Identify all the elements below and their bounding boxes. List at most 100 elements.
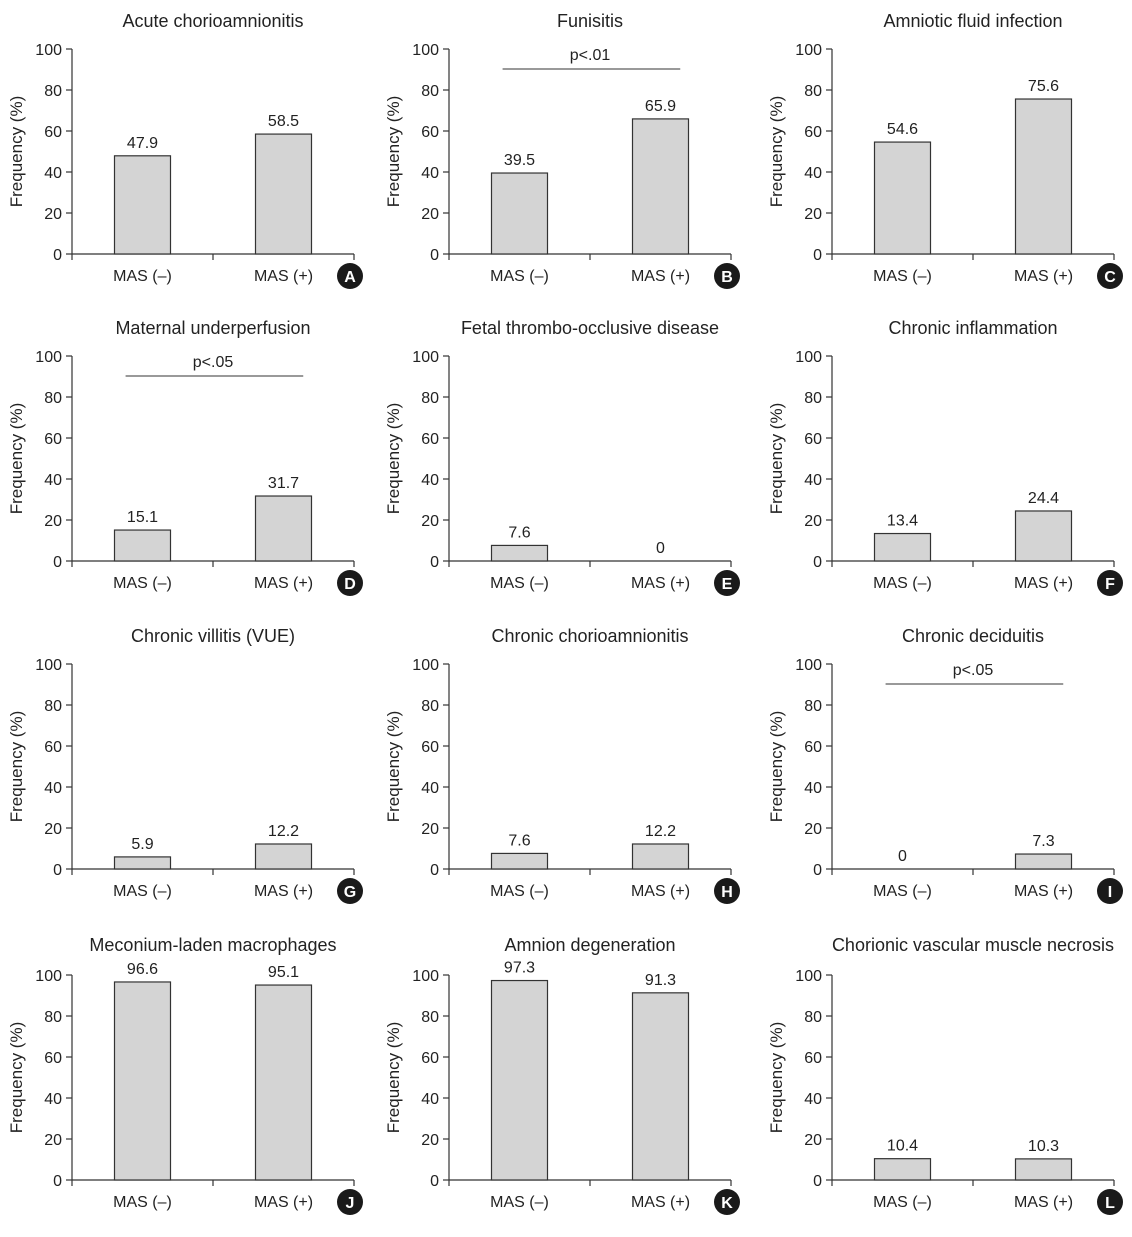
y-tick-label: 40: [44, 780, 62, 797]
bar: [873, 141, 932, 255]
bar: [113, 155, 172, 255]
bar-value-label: 0: [898, 848, 907, 865]
panel-badge: [1097, 570, 1123, 596]
panel-badge: [714, 570, 740, 596]
y-tick-label: 20: [44, 513, 62, 530]
y-axis-label: Frequency (%): [7, 1022, 26, 1133]
y-axis-label: Frequency (%): [384, 711, 403, 822]
panel-badge: [714, 878, 740, 904]
y-tick-label: 60: [804, 431, 822, 448]
x-tick-label: MAS (–): [490, 1194, 549, 1211]
chart-title: Chorionic vascular muscle necrosis: [832, 935, 1114, 955]
bar-value-label: 7.3: [1032, 833, 1054, 850]
x-tick-label: MAS (+): [631, 575, 690, 592]
x-tick-label: MAS (+): [1014, 883, 1073, 900]
y-tick-label: 0: [813, 1173, 822, 1190]
y-tick-label: 20: [804, 513, 822, 530]
chart-panel-j: Meconium-laden macrophages 0 20 40 60 80 100 Fr…: [7, 935, 363, 1215]
x-tick-label: MAS (–): [873, 1194, 932, 1211]
y-tick-label: 100: [795, 349, 822, 366]
chart-title: Amnion degeneration: [504, 935, 675, 955]
y-tick-label: 80: [421, 698, 439, 715]
y-tick-label: 100: [412, 349, 439, 366]
y-tick-label: 80: [44, 698, 62, 715]
panel-badge: [337, 1189, 363, 1215]
panel-letter: L: [1105, 1195, 1115, 1212]
y-tick-label: 60: [804, 1050, 822, 1067]
bar: [254, 984, 313, 1181]
bar: [631, 843, 690, 870]
y-tick-label: 100: [412, 657, 439, 674]
y-tick-label: 40: [421, 1091, 439, 1108]
y-axis-label: Frequency (%): [7, 96, 26, 207]
chart-title: Maternal underperfusion: [115, 318, 310, 338]
x-tick-label: MAS (+): [1014, 1194, 1073, 1211]
bar-value-label: 31.7: [268, 475, 299, 492]
bar-value-label: 97.3: [504, 960, 535, 977]
x-tick-label: MAS (–): [113, 1194, 172, 1211]
bar: [873, 532, 932, 562]
bar-value-label: 12.2: [645, 823, 676, 840]
panel-letter: I: [1108, 884, 1112, 901]
y-tick-label: 20: [804, 1132, 822, 1149]
x-tick-label: MAS (–): [873, 883, 932, 900]
x-tick-label: MAS (+): [1014, 268, 1073, 285]
bar: [631, 118, 690, 255]
panel-letter: K: [721, 1195, 733, 1212]
panel-badge: [337, 570, 363, 596]
y-tick-label: 100: [795, 968, 822, 985]
y-tick-label: 20: [44, 1132, 62, 1149]
panel-badge: [714, 263, 740, 289]
y-tick-label: 20: [421, 513, 439, 530]
bar-value-label: 15.1: [127, 509, 158, 526]
y-tick-label: 60: [421, 739, 439, 756]
y-tick-label: 100: [35, 349, 62, 366]
bar-value-label: 7.6: [508, 832, 530, 849]
chart-title: Chronic deciduitis: [902, 626, 1044, 646]
y-tick-label: 80: [421, 390, 439, 407]
panel-badge: [1097, 1189, 1123, 1215]
y-tick-label: 40: [804, 472, 822, 489]
y-tick-label: 80: [421, 1009, 439, 1026]
y-tick-label: 40: [44, 472, 62, 489]
y-tick-label: 60: [44, 124, 62, 141]
y-tick-label: 80: [44, 83, 62, 100]
panel-letter: B: [721, 269, 733, 286]
bar-value-label: 7.6: [508, 524, 530, 541]
y-tick-label: 80: [44, 1009, 62, 1026]
x-tick-label: MAS (+): [254, 1194, 313, 1211]
x-tick-label: MAS (–): [113, 883, 172, 900]
y-tick-label: 40: [804, 1091, 822, 1108]
y-tick-label: 80: [421, 83, 439, 100]
bar: [490, 544, 549, 562]
bar: [113, 981, 172, 1181]
x-tick-label: MAS (+): [631, 883, 690, 900]
y-tick-label: 0: [53, 1173, 62, 1190]
panel-badge: [1097, 263, 1123, 289]
panel-letter: F: [1105, 576, 1115, 593]
bar: [254, 495, 313, 562]
x-tick-label: MAS (+): [631, 1194, 690, 1211]
bar: [254, 843, 313, 870]
significance-label: p<.01: [570, 47, 611, 64]
bar-value-label: 12.2: [268, 823, 299, 840]
x-tick-label: MAS (–): [490, 268, 549, 285]
panel-badge: [337, 263, 363, 289]
bar-value-label: 95.1: [268, 964, 299, 981]
y-axis-label: Frequency (%): [384, 96, 403, 207]
chart-title: Funisitis: [557, 11, 623, 31]
chart-title: Meconium-laden macrophages: [89, 935, 336, 955]
x-tick-label: MAS (–): [873, 268, 932, 285]
panel-letter: J: [346, 1195, 355, 1212]
x-tick-label: MAS (+): [254, 575, 313, 592]
bar-value-label: 58.5: [268, 113, 299, 130]
y-tick-label: 60: [44, 739, 62, 756]
y-axis-label: Frequency (%): [384, 1022, 403, 1133]
x-tick-label: MAS (–): [113, 575, 172, 592]
bar-value-label: 10.3: [1028, 1138, 1059, 1155]
panel-badge: [337, 878, 363, 904]
panel-letter: D: [344, 576, 356, 593]
y-tick-label: 60: [44, 431, 62, 448]
